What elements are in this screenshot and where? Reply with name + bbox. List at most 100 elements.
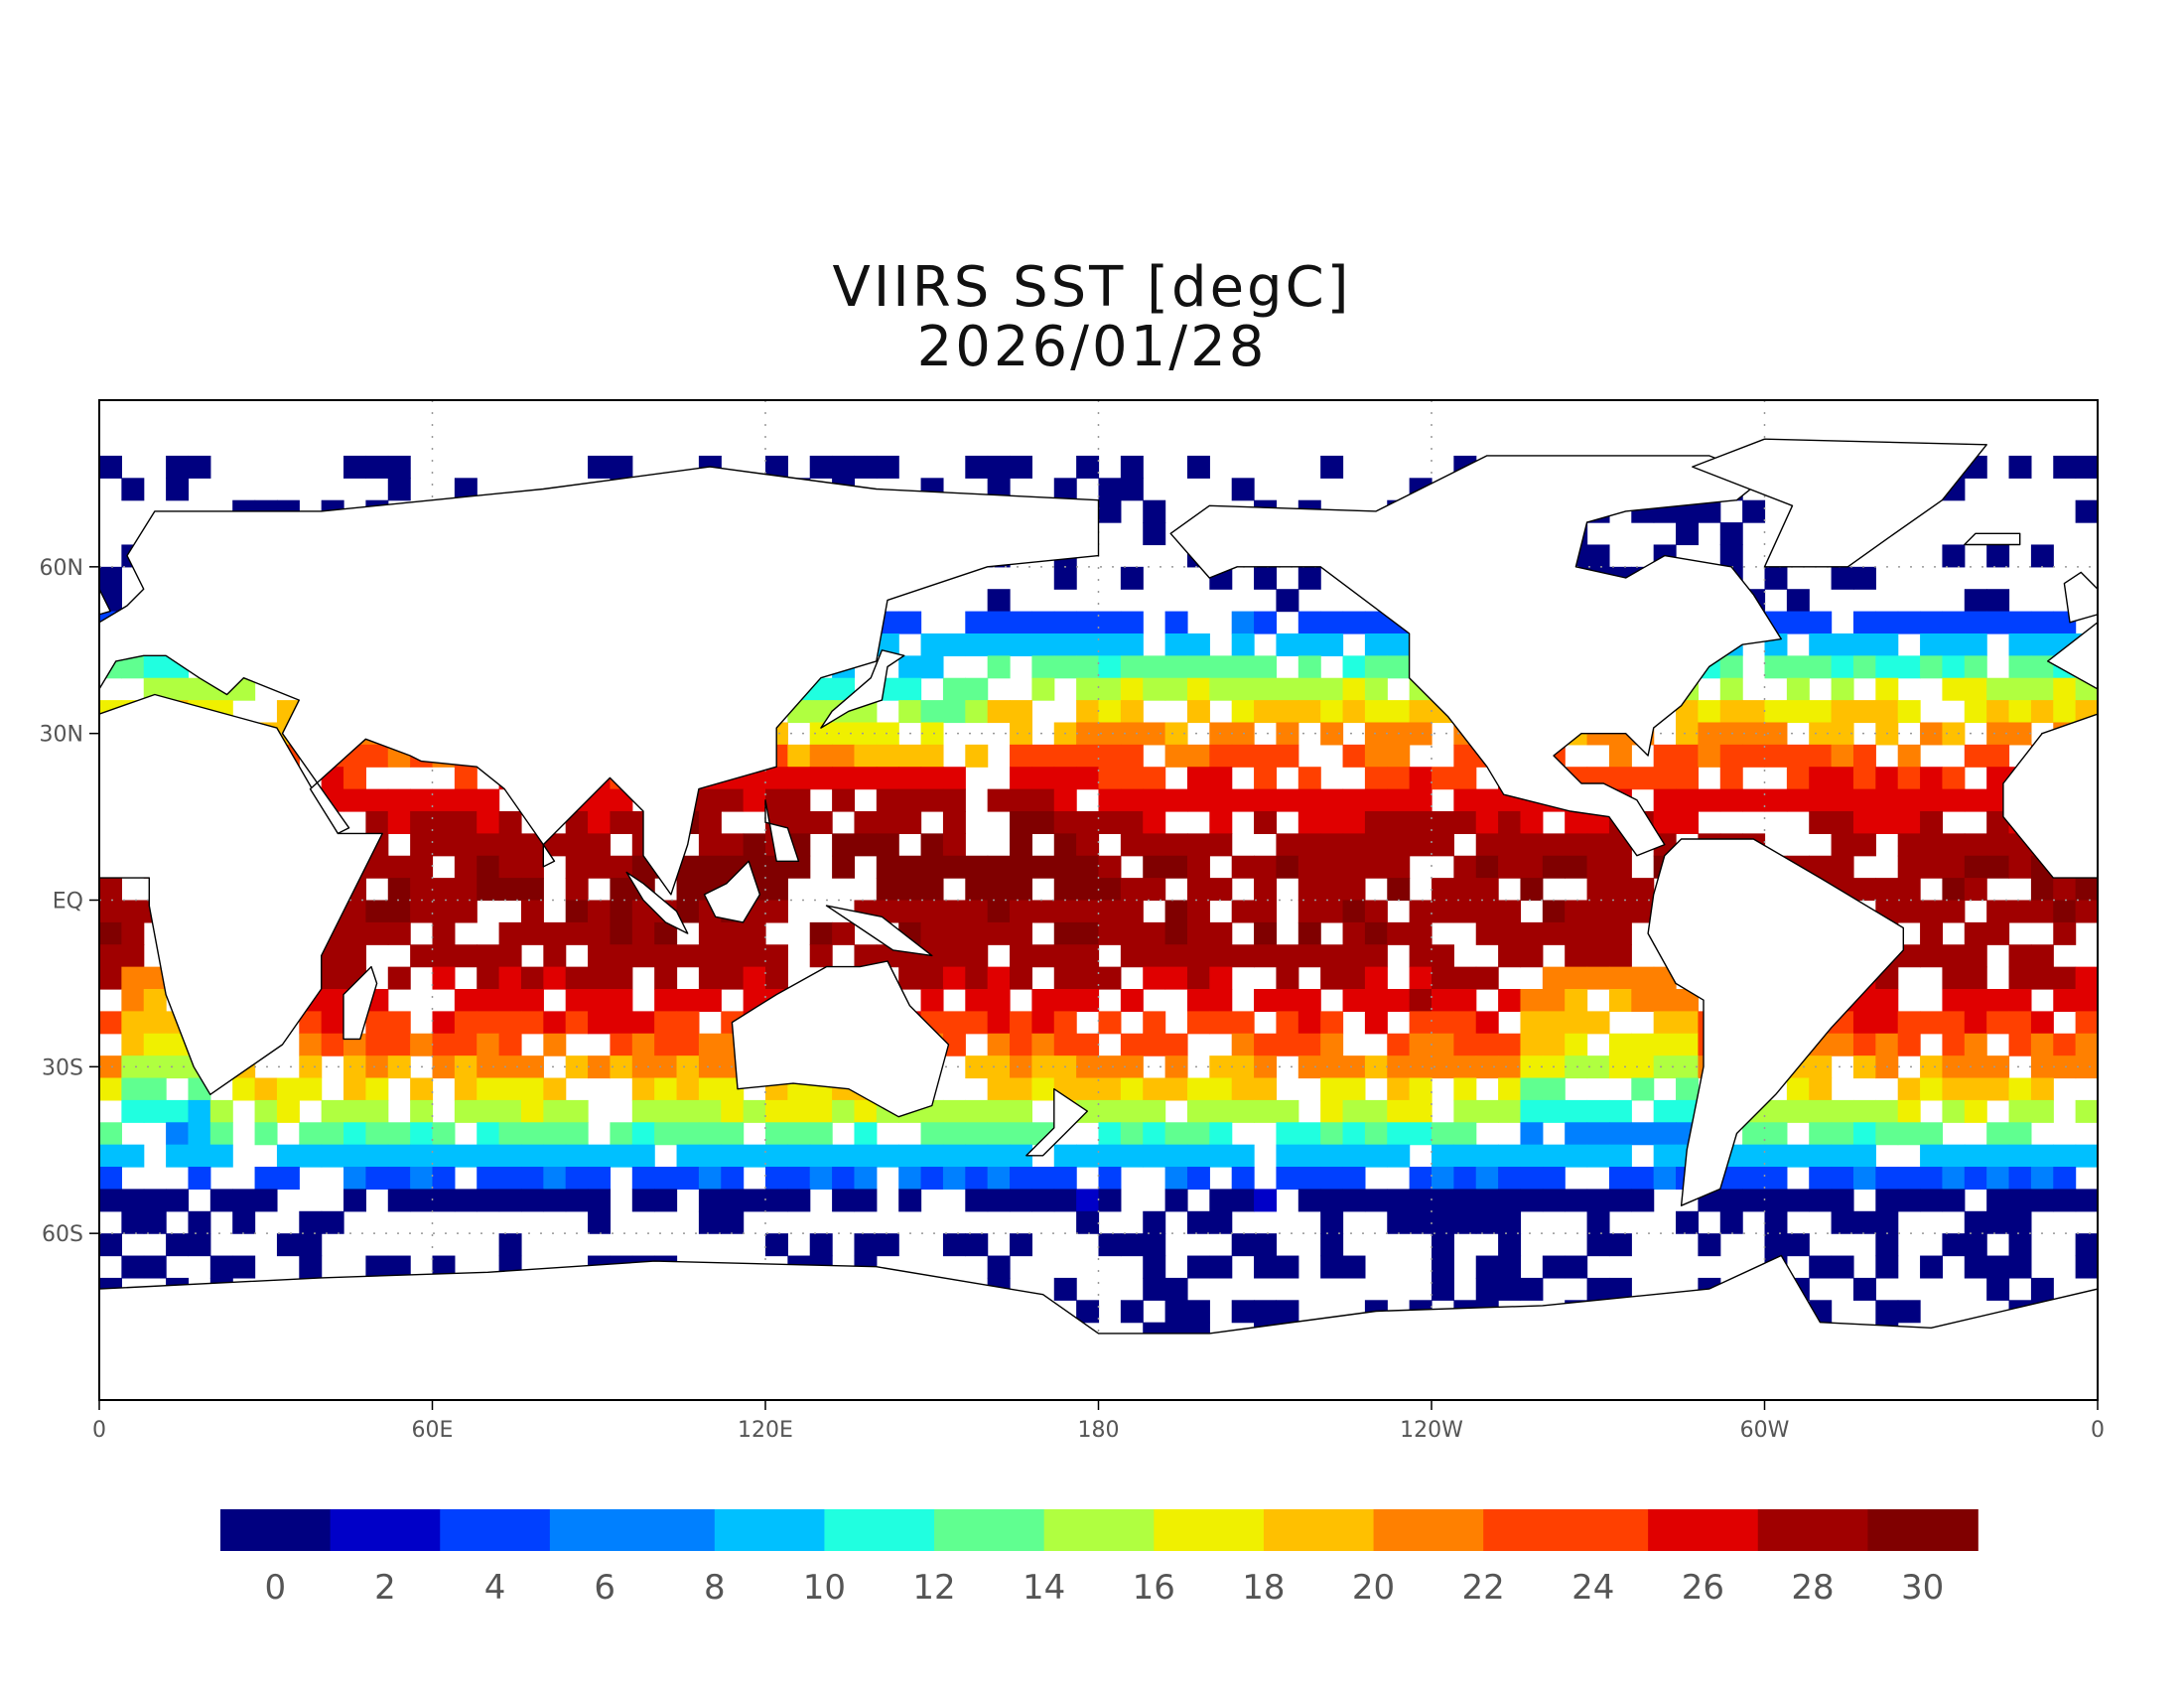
sst-cell: [654, 1099, 678, 1123]
sst-cell: [365, 455, 389, 479]
sst-cell: [1520, 1277, 1544, 1301]
sst-cell: [99, 944, 122, 968]
sst-cell: [166, 1189, 190, 1212]
sst-cell: [387, 1011, 411, 1035]
colorbar: 0 2 4 6 8 10 12 14 16 18 20 22 24 26 28 30: [220, 1509, 1979, 1608]
sst-cell: [1254, 744, 1278, 768]
sst-cell: [1231, 700, 1255, 724]
sst-cell: [698, 1033, 722, 1056]
sst-cell: [1964, 1167, 1987, 1191]
sst-cell: [209, 1144, 233, 1168]
sst-cell: [1209, 655, 1233, 679]
sst-cell: [321, 944, 344, 968]
sst-cell: [498, 1189, 522, 1212]
sst-cell: [610, 989, 633, 1012]
sst-cell: [365, 1055, 389, 1079]
sst-cell: [721, 1189, 745, 1212]
sst-cell: [1387, 1077, 1411, 1101]
colorbar-swatch: [934, 1509, 991, 1551]
sst-cell: [1786, 767, 1810, 790]
sst-cell: [1387, 878, 1411, 902]
colorbar-swatch: [605, 1509, 661, 1551]
sst-cell: [121, 1255, 145, 1279]
sst-cell: [2008, 966, 2032, 990]
sst-cell: [942, 633, 966, 656]
sst-cell: [343, 1099, 366, 1123]
sst-cell: [1875, 878, 1899, 902]
sst-cell: [1809, 1077, 1833, 1101]
sst-cell: [454, 900, 478, 923]
sst-cell: [987, 900, 1011, 923]
sst-cell: [1254, 1099, 1278, 1123]
sst-cell: [1254, 767, 1278, 790]
sst-cell: [809, 810, 833, 834]
sst-cell: [2030, 1077, 2054, 1101]
sst-cell: [387, 810, 411, 834]
sst-cell: [898, 611, 922, 634]
sst-cell: [1542, 833, 1566, 857]
sst-cell: [1831, 722, 1854, 746]
sst-cell: [1320, 1099, 1344, 1123]
sst-cell: [166, 1099, 190, 1123]
sst-cell: [1143, 878, 1166, 902]
sst-cell: [942, 700, 966, 724]
sst-cell: [1276, 1011, 1299, 1035]
sst-cell: [1387, 744, 1411, 768]
continent-eurasia: [99, 466, 1100, 896]
sst-cell: [1387, 700, 1411, 724]
sst-cell: [1742, 788, 1766, 812]
sst-cell: [1786, 589, 1810, 613]
sst-cell: [1053, 788, 1077, 812]
sst-cell: [321, 1210, 344, 1234]
colorbar-label: 12: [912, 1568, 955, 1608]
sst-cell: [854, 767, 878, 790]
lon-tick-label: 120W: [1400, 1418, 1463, 1443]
sst-cell: [942, 1033, 966, 1056]
sst-cell: [631, 1167, 655, 1191]
sst-cell: [1852, 566, 1876, 590]
sst-cell: [832, 1099, 856, 1123]
sst-cell: [1120, 989, 1144, 1012]
sst-cell: [1076, 900, 1100, 923]
sst-cell: [676, 1033, 700, 1056]
sst-cell: [99, 1167, 122, 1191]
sst-cell: [1209, 966, 1233, 990]
sst-cell: [1653, 989, 1677, 1012]
colorbar-label: 26: [1682, 1568, 1724, 1608]
sst-cell: [1143, 522, 1166, 546]
sst-cell: [1698, 499, 1721, 523]
sst-cell: [1031, 944, 1055, 968]
sst-cell: [721, 833, 745, 857]
sst-cell: [1942, 722, 1966, 746]
sst-cell: [1209, 1189, 1233, 1212]
sst-cell: [1920, 944, 1944, 968]
sst-cell: [1542, 1077, 1566, 1101]
sst-cell: [1897, 611, 1921, 634]
sst-cell: [1320, 611, 1344, 634]
sst-cell: [1120, 611, 1144, 634]
sst-cell: [1498, 900, 1522, 923]
sst-cell: [209, 1099, 233, 1123]
sst-cell: [1586, 966, 1610, 990]
sst-cell: [1852, 1055, 1876, 1079]
sst-cell: [1164, 1189, 1188, 1212]
sst-cell: [1653, 1011, 1677, 1035]
sst-cell: [498, 810, 522, 834]
sst-cell: [2008, 455, 2032, 479]
sst-cell: [2075, 1189, 2098, 1212]
sst-cell: [1143, 655, 1166, 679]
sst-cell: [1297, 810, 1321, 834]
sst-cell: [1364, 722, 1388, 746]
sst-cell: [166, 1144, 190, 1168]
sst-cell: [588, 810, 612, 834]
sst-cell: [254, 1077, 278, 1101]
sst-cell: [1186, 1144, 1210, 1168]
sst-cell: [365, 788, 389, 812]
sst-cell: [1342, 833, 1366, 857]
sst-cell: [1764, 1099, 1788, 1123]
colorbar-label: 14: [1023, 1568, 1065, 1608]
sst-cell: [1942, 1011, 1966, 1035]
sst-cell: [432, 1011, 456, 1035]
sst-cell: [1254, 810, 1278, 834]
sst-cell: [432, 1033, 456, 1056]
